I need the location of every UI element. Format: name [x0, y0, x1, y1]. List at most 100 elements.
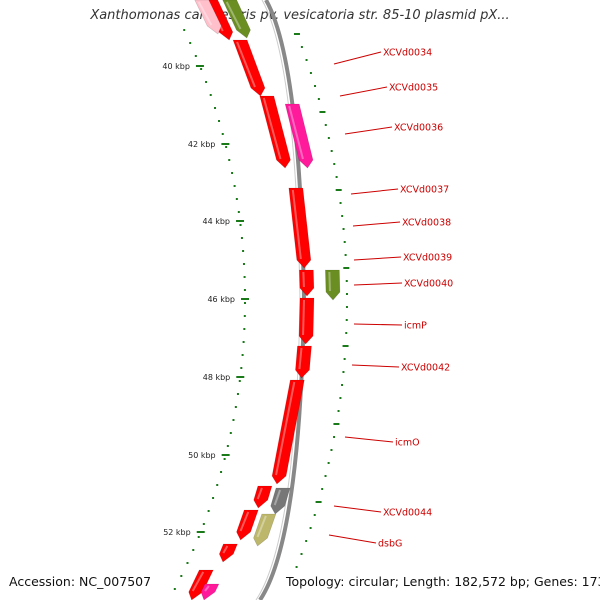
outer-tick	[317, 98, 320, 100]
gene-leader-line	[350, 188, 399, 195]
gene-label: dsbG	[378, 539, 402, 550]
inner-tick	[221, 133, 224, 135]
outer-tick-track	[293, 33, 350, 568]
inner-tick	[243, 276, 246, 278]
gene-highlight	[288, 105, 304, 160]
inner-tick	[243, 315, 246, 317]
inner-tick	[192, 549, 195, 551]
inner-tick	[194, 55, 197, 57]
kbp-scale: 40 kbp 42 kbp 44 kbp 46 kbp 48 kbp 50 kbp 52 k…	[162, 62, 249, 537]
inner-tick	[202, 523, 205, 525]
gene-leader-line	[339, 86, 388, 97]
gene-leader-line	[333, 51, 382, 65]
major-tick	[221, 454, 230, 456]
inner-tick	[197, 536, 200, 538]
gene-leader-line	[333, 505, 382, 513]
gene-highlight	[197, 1, 213, 26]
inner-tick	[223, 458, 226, 460]
gene-label: icmP	[404, 321, 427, 332]
outer-tick	[293, 33, 300, 35]
outer-tick	[345, 293, 348, 295]
gene-block	[236, 509, 259, 541]
gene-highlight	[302, 271, 305, 288]
gene-highlight	[273, 489, 281, 506]
gene-block	[253, 513, 277, 547]
inner-tick	[173, 588, 176, 590]
inner-tick	[214, 107, 217, 109]
major-tick	[221, 143, 230, 145]
kbp-label: 46 kbp	[207, 295, 235, 304]
outer-tick	[333, 436, 336, 438]
outer-tick	[333, 423, 340, 425]
inner-tick	[216, 484, 219, 486]
inner-tick	[228, 159, 231, 161]
major-tick	[196, 531, 205, 533]
outer-tick	[330, 449, 333, 451]
gene-block	[222, 0, 251, 39]
gene-highlight	[275, 381, 296, 476]
outer-tick	[300, 46, 303, 48]
gene-label: icmO	[395, 438, 420, 449]
gene-leader-line	[344, 436, 394, 443]
gene-block	[299, 269, 315, 297]
gene-highlight	[225, 1, 242, 30]
summary-label: Topology: circular; Length: 182,572 bp; …	[286, 574, 600, 589]
outer-tick	[345, 319, 348, 321]
major-tick	[240, 298, 249, 300]
outer-tick	[343, 267, 350, 269]
gene-leader-line	[353, 256, 402, 261]
gene-block	[325, 269, 341, 301]
kbp-label: 42 kbp	[188, 140, 216, 149]
kbp-label: 40 kbp	[162, 62, 190, 71]
gene-highlight	[236, 41, 256, 88]
outer-tick	[330, 150, 333, 152]
gene-label: XCVd0040	[404, 279, 453, 290]
outer-tick	[324, 124, 327, 126]
inner-tick	[218, 120, 221, 122]
outer-tick	[345, 332, 348, 334]
gene-highlight	[298, 347, 303, 370]
gene-track	[188, 0, 341, 600]
outer-tick	[335, 176, 338, 178]
inner-tick	[240, 237, 243, 239]
outer-tick	[344, 254, 347, 256]
major-tick	[236, 376, 245, 378]
gene-highlight	[302, 299, 305, 336]
inner-tick	[209, 94, 212, 96]
outer-tick	[327, 137, 330, 139]
outer-tick	[313, 514, 316, 516]
inner-tick	[243, 302, 246, 304]
inner-tick	[240, 367, 243, 369]
inner-tick	[239, 224, 242, 226]
inner-tick	[236, 393, 239, 395]
inner-tick	[242, 263, 245, 265]
gene-highlight	[328, 271, 331, 292]
inner-tick	[205, 81, 208, 83]
outer-tick	[335, 189, 342, 191]
outer-tick	[342, 228, 345, 230]
gene-leader-line	[353, 282, 403, 286]
gene-block	[295, 345, 312, 379]
inner-tick	[235, 198, 238, 200]
gene-block	[253, 485, 273, 509]
outer-tick	[300, 553, 303, 555]
gene-block	[288, 187, 312, 269]
gene-highlight	[239, 511, 250, 532]
gene-block	[194, 0, 222, 35]
outer-tick	[339, 202, 342, 204]
gene-label: XCVd0038	[402, 218, 451, 229]
gene-block	[232, 39, 266, 97]
outer-tick	[345, 280, 348, 282]
gene-label: XCVd0042	[401, 363, 450, 374]
gene-labels: XCVd0034 XCVd0035 XCVd0036 XCVd0037 XCVd0038…	[328, 48, 453, 550]
inner-tick	[220, 471, 223, 473]
gene-leader-line	[353, 323, 403, 326]
kbp-label: 50 kbp	[188, 451, 216, 460]
inner-tick	[238, 380, 241, 382]
major-tick	[236, 220, 245, 222]
outer-tick	[341, 384, 344, 386]
outer-tick	[315, 501, 322, 503]
gene-highlight	[222, 545, 229, 554]
outer-tick	[342, 345, 349, 347]
